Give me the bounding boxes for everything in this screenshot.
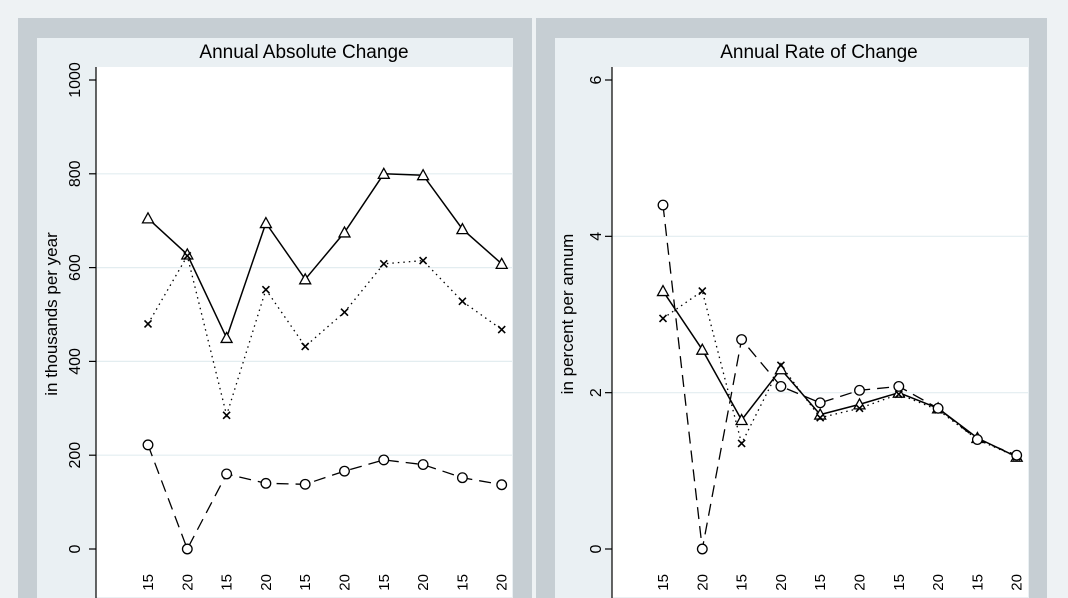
x-marker <box>183 251 192 260</box>
y-tick-label: 6 <box>588 75 605 84</box>
circle-marker <box>657 199 669 211</box>
x-tick-label: 15 <box>812 574 829 591</box>
x-marker <box>776 361 785 370</box>
x-tick-label: 15 <box>655 574 672 591</box>
y-tick-label: 400 <box>67 348 84 375</box>
x-tick-label: 15 <box>734 574 751 591</box>
series-line-triangle <box>147 173 503 340</box>
x-tick-label: 15 <box>454 574 471 591</box>
y-tick-label: 200 <box>67 442 84 469</box>
y-tick-label: 0 <box>67 544 84 553</box>
x-tick-label: 20 <box>694 574 711 591</box>
x-marker <box>301 342 310 351</box>
x-tick-label: 15 <box>297 574 314 591</box>
circle-marker <box>417 459 429 471</box>
plot-area-left <box>96 67 512 597</box>
x-marker <box>379 259 388 268</box>
x-tick-label: 20 <box>494 574 511 591</box>
x-marker <box>143 319 153 328</box>
triangle-marker <box>735 413 749 426</box>
x-marker <box>658 314 668 323</box>
circle-marker <box>181 543 193 555</box>
triangle-marker <box>495 256 509 269</box>
triangle-marker <box>695 342 709 355</box>
x-tick-label: 20 <box>852 574 869 591</box>
line-charts: Annual Absolute Change Annual Rate of Ch… <box>42 42 1028 598</box>
triangle-marker <box>298 272 312 285</box>
x-marker <box>340 308 349 317</box>
circle-marker <box>775 380 787 392</box>
circle-marker <box>696 543 708 555</box>
x-marker <box>458 297 467 306</box>
circle-marker <box>1011 449 1023 461</box>
circle-marker <box>932 402 944 414</box>
triangle-marker <box>337 225 352 238</box>
x-marker <box>816 413 825 422</box>
circle-marker <box>339 465 350 477</box>
y-tick-label: 800 <box>67 160 84 187</box>
triangle-marker <box>455 222 469 235</box>
x-tick-label: 15 <box>891 574 908 591</box>
chart-title-right: Annual Rate of Change <box>720 42 918 63</box>
circle-marker <box>736 334 748 345</box>
x-tick-label: 20 <box>773 574 790 591</box>
chart-title-left: Annual Absolute Change <box>199 42 408 63</box>
x-tick-label: 20 <box>179 574 196 591</box>
triangle-marker <box>416 168 430 181</box>
y-tick-label: 2 <box>588 388 605 397</box>
x-marker <box>698 286 707 296</box>
series-line-circle <box>662 205 1017 550</box>
circle-marker <box>496 479 508 491</box>
x-marker <box>222 411 231 420</box>
x-tick-label: 20 <box>1009 574 1026 591</box>
series-line-circle <box>147 444 502 551</box>
y-axis-label-right: in percent per annum <box>558 234 577 395</box>
x-tick-label: 15 <box>140 574 157 591</box>
x-marker <box>419 256 428 265</box>
circle-marker <box>260 477 272 489</box>
circle-marker <box>299 478 311 490</box>
x-marker <box>737 439 746 448</box>
x-marker <box>497 325 506 334</box>
y-tick-label: 600 <box>67 254 84 281</box>
x-marker <box>894 390 903 399</box>
circle-marker <box>142 439 154 451</box>
x-marker <box>261 285 270 294</box>
x-tick-label: 20 <box>258 574 275 591</box>
circle-marker <box>814 397 826 409</box>
circle-marker <box>221 468 233 480</box>
triangle-marker <box>141 211 155 224</box>
y-tick-label: 1000 <box>67 62 84 98</box>
circle-marker <box>893 380 905 392</box>
x-tick-label: 15 <box>376 574 393 591</box>
triangle-marker <box>259 216 273 229</box>
circle-marker <box>854 384 865 396</box>
plot-area-right <box>612 67 1028 597</box>
x-tick-label: 15 <box>969 574 986 591</box>
triangle-marker <box>377 166 391 179</box>
triangle-marker <box>656 284 670 297</box>
x-marker <box>855 404 864 413</box>
circle-marker <box>378 454 390 466</box>
series-line-x <box>662 290 1017 458</box>
x-tick-label: 20 <box>930 574 947 591</box>
circle-marker <box>456 472 468 484</box>
y-tick-label: 0 <box>588 544 605 553</box>
y-axis-label-left: in thousands per year <box>42 232 61 396</box>
x-tick-label: 20 <box>337 574 354 591</box>
circle-marker <box>971 434 983 446</box>
figure: Annual Absolute Change Annual Rate of Ch… <box>18 18 1047 598</box>
series-line-x <box>147 254 503 418</box>
y-tick-label: 4 <box>588 232 605 241</box>
triangle-marker <box>220 331 234 344</box>
x-tick-label: 15 <box>219 574 236 591</box>
x-tick-label: 20 <box>415 574 432 591</box>
series-line-triangle <box>662 290 1018 458</box>
